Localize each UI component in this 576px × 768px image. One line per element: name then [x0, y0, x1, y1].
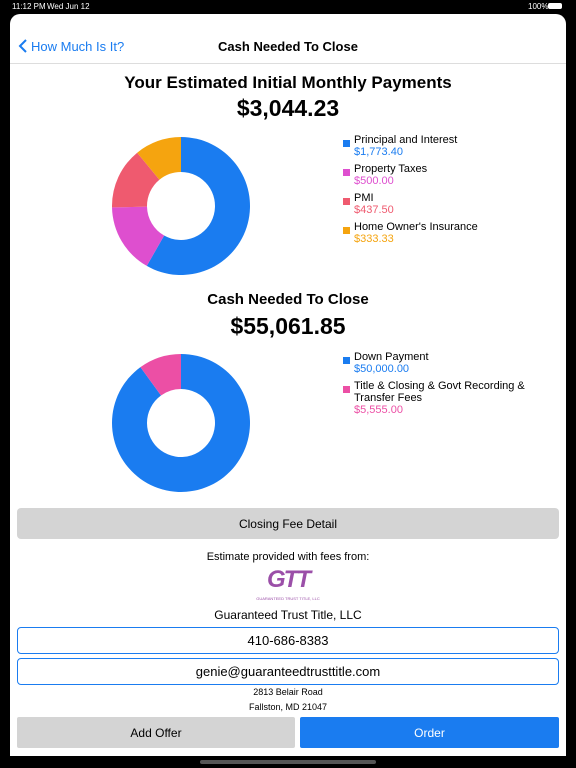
- legend-swatch: [343, 227, 350, 234]
- legend-item: Down Payment $50,000.00: [343, 351, 543, 375]
- chart-title: Your Estimated Initial Monthly Payments: [124, 73, 452, 92]
- phone-button[interactable]: 410-686-8383: [17, 627, 559, 654]
- add-offer-button[interactable]: Add Offer: [17, 717, 295, 748]
- legend-swatch: [343, 198, 350, 205]
- donut-segment: [146, 137, 251, 275]
- chart-total: $3,044.23: [236, 95, 340, 121]
- back-button[interactable]: How Much Is It?: [31, 39, 125, 54]
- nav-divider: [10, 63, 566, 64]
- order-button[interactable]: Order: [300, 717, 559, 748]
- legend-value: $50,000.00: [354, 363, 410, 375]
- donut-segment: [112, 354, 251, 492]
- legend-value: $5,555.00: [354, 404, 403, 416]
- legend-label: Title & Closing & Govt Recording & Trans…: [354, 380, 525, 404]
- legend-swatch: [343, 386, 350, 393]
- chart-total: $55,061.85: [230, 313, 346, 339]
- legend-value: $1,773.40: [354, 146, 403, 158]
- nav-title: Cash Needed To Close: [218, 39, 358, 54]
- donut-segment: [137, 137, 181, 180]
- closing-fee-button[interactable]: Closing Fee Detail: [17, 508, 559, 539]
- back-chevron[interactable]: [18, 39, 28, 53]
- donut-segment: [112, 206, 165, 266]
- legend-value: $500.00: [354, 175, 394, 187]
- donut-segment: [140, 354, 181, 396]
- legend-label: Principal and Interest: [354, 134, 458, 146]
- legend-label: PMI: [354, 192, 374, 204]
- legend-item: Home Owner's Insurance $333.33: [343, 221, 543, 245]
- address-line: 2813 Belair Road: [253, 687, 323, 697]
- status-battery: 100%: [528, 2, 549, 11]
- legend-item: Property Taxes $500.00: [343, 163, 543, 187]
- legend-label: Property Taxes: [354, 163, 428, 175]
- status-date: Wed Jun 12: [47, 2, 90, 11]
- legend-value: $437.50: [354, 204, 394, 216]
- legend: Down Payment $50,000.00 Title & Closing & …: [343, 351, 543, 421]
- home-indicator: [200, 760, 376, 764]
- legend-item: PMI $437.50: [343, 192, 543, 216]
- legend-swatch: [343, 169, 350, 176]
- legend-label: Home Owner's Insurance: [354, 221, 478, 233]
- legend-item: Title & Closing & Govt Recording & Trans…: [343, 380, 543, 416]
- provider-intro: Estimate provided with fees from:: [206, 551, 370, 563]
- legend-swatch: [343, 357, 350, 364]
- logo: GTT: [267, 566, 311, 593]
- battery-icon: [548, 3, 562, 9]
- email-button[interactable]: genie@guaranteedtrusttitle.com: [17, 658, 559, 685]
- legend-item: Principal and Interest $1,773.40: [343, 134, 543, 158]
- donut-segment: [112, 152, 160, 208]
- chart-title: Cash Needed To Close: [207, 291, 369, 308]
- legend: Principal and Interest $1,773.40 Property …: [343, 134, 543, 250]
- legend-label: Down Payment: [354, 351, 429, 363]
- legend-value: $333.33: [354, 233, 394, 245]
- status-time: 11:12 PM: [12, 2, 46, 11]
- provider-name: Guaranteed Trust Title, LLC: [214, 608, 362, 622]
- logo-caption: GUARANTEED TRUST TITLE, LLC: [256, 596, 320, 601]
- legend-swatch: [343, 140, 350, 147]
- address-line: Fallston, MD 21047: [248, 702, 328, 712]
- sheet: [10, 14, 566, 756]
